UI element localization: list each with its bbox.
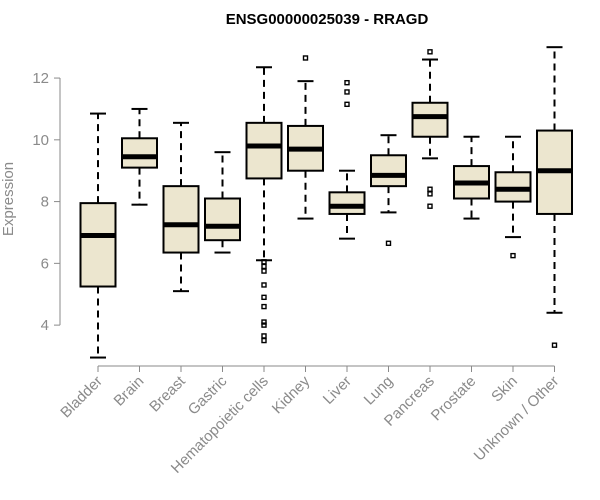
box-iqr: [370, 154, 407, 188]
y-tick-label: 8: [41, 194, 49, 211]
box-lung: [370, 134, 407, 246]
outlier-point: [261, 268, 267, 274]
x-tick-label: Prostate: [428, 373, 480, 425]
outlier-point: [427, 49, 433, 55]
x-tick-label: Bladder: [57, 373, 106, 422]
outlier-point: [261, 337, 267, 344]
box-kidney: [287, 55, 324, 220]
y-tick-label: 10: [32, 132, 49, 149]
outlier-point: [261, 294, 267, 301]
outlier-point: [302, 55, 309, 61]
outlier-point: [427, 186, 433, 192]
outlier-point: [261, 282, 267, 288]
box-iqr: [411, 101, 449, 138]
outlier-point: [427, 203, 433, 209]
y-axis-label: Expression: [0, 162, 17, 236]
outlier-point: [385, 240, 392, 246]
box-unknown-other: [536, 46, 573, 348]
outlier-point: [261, 263, 267, 270]
x-tick-label: Brain: [111, 373, 148, 410]
outlier-point: [261, 259, 267, 265]
y-tick-label: 4: [41, 317, 49, 334]
box-breast: [162, 121, 200, 293]
x-tick-label: Kidney: [269, 372, 314, 417]
outlier-point: [427, 191, 433, 197]
box-iqr: [121, 137, 158, 169]
box-iqr: [245, 121, 283, 180]
outlier-point: [344, 79, 350, 86]
y-tick-label: 6: [41, 255, 49, 272]
chart-title: ENSG00000025039 - RRAGD: [226, 11, 429, 28]
x-tick-label: Lung: [361, 373, 397, 409]
x-tick-label: Skin: [488, 373, 521, 406]
outlier-point: [344, 101, 350, 108]
box-hematopoietic-cells: [245, 66, 283, 344]
box-bladder: [79, 112, 117, 359]
box-liver: [328, 79, 366, 240]
outlier-point: [510, 252, 516, 259]
boxes-group: [79, 46, 573, 359]
box-pancreas: [411, 49, 449, 209]
box-brain: [121, 107, 158, 206]
outlier-point: [261, 322, 267, 328]
box-gastric: [204, 151, 241, 254]
x-tick-label: Liver: [320, 373, 355, 408]
box-iqr: [79, 202, 117, 288]
box-iqr: [162, 185, 200, 254]
outlier-point: [344, 89, 350, 95]
box-iqr: [328, 191, 366, 215]
y-tick-label: 12: [32, 70, 49, 87]
outlier-point: [261, 303, 267, 310]
outlier-point: [261, 333, 267, 339]
outlier-point: [261, 319, 267, 325]
box-prostate: [453, 135, 490, 220]
box-skin: [494, 135, 532, 259]
box-iqr: [204, 197, 241, 242]
y-axis: 4 6 8 10 12: [32, 70, 61, 334]
outlier-point: [551, 342, 558, 348]
x-tick-label: Breast: [146, 372, 189, 415]
